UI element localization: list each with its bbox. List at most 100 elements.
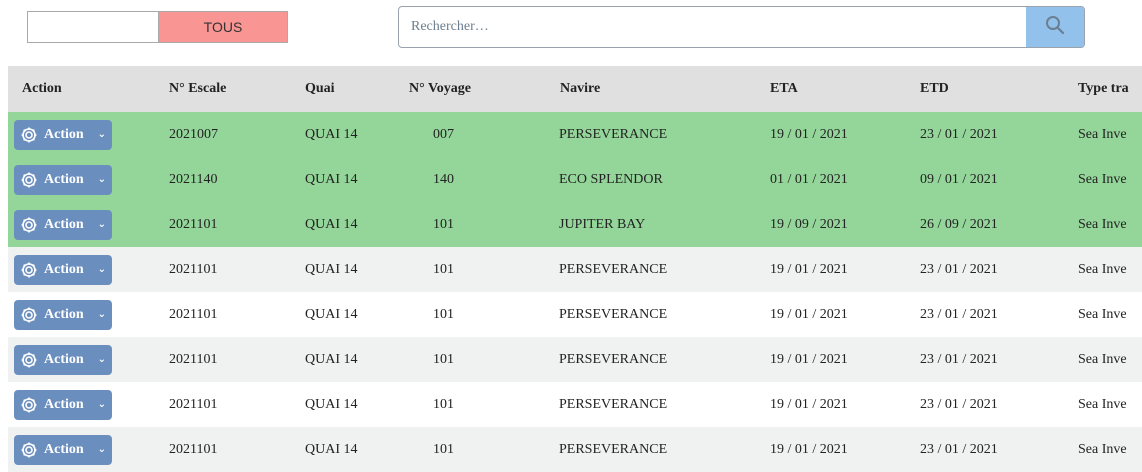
header-action[interactable]: Action bbox=[22, 81, 62, 96]
cell-type: Sea Inve bbox=[1078, 441, 1127, 457]
cell-quai: QUAI 14 bbox=[305, 216, 358, 232]
action-label: Action bbox=[44, 306, 84, 322]
action-dropdown-button[interactable]: Action ⌄ bbox=[14, 209, 112, 240]
header-quai[interactable]: Quai bbox=[305, 81, 335, 96]
header-navire[interactable]: Navire bbox=[560, 81, 601, 96]
cell-quai: QUAI 14 bbox=[305, 306, 358, 322]
filter-toggle[interactable]: TOUS bbox=[27, 11, 288, 43]
chevron-down-icon: ⌄ bbox=[97, 174, 106, 185]
search-icon bbox=[1045, 15, 1065, 40]
cell-eta: 19 / 01 / 2021 bbox=[770, 261, 848, 277]
search-bar bbox=[398, 6, 1085, 48]
cell-voyage: 101 bbox=[433, 351, 454, 367]
cell-quai: QUAI 14 bbox=[305, 396, 358, 412]
cell-navire: PERSEVERANCE bbox=[559, 396, 668, 412]
cell-escale: 2021101 bbox=[169, 396, 218, 412]
cell-navire: PERSEVERANCE bbox=[559, 126, 668, 142]
cell-eta: 19 / 09 / 2021 bbox=[770, 216, 848, 232]
action-label: Action bbox=[44, 396, 84, 412]
cell-quai: QUAI 14 bbox=[305, 126, 358, 142]
table-row[interactable]: Action ⌄ 2021140 QUAI 14 140 ECO SPLENDOR 01 /… bbox=[8, 157, 1142, 202]
cell-type: Sea Inve bbox=[1078, 351, 1127, 367]
cell-voyage: 101 bbox=[433, 306, 454, 322]
table-row[interactable]: Action ⌄ 2021101 QUAI 14 101 PERSEVERANCE 19 /… bbox=[8, 382, 1142, 427]
cell-type: Sea Inve bbox=[1078, 261, 1127, 277]
cell-voyage: 101 bbox=[433, 216, 454, 232]
cell-type: Sea Inve bbox=[1078, 216, 1127, 232]
cell-navire: PERSEVERANCE bbox=[559, 441, 668, 457]
action-dropdown-button[interactable]: Action ⌄ bbox=[14, 389, 112, 420]
action-dropdown-button[interactable]: Action ⌄ bbox=[14, 344, 112, 375]
gear-icon bbox=[20, 171, 38, 189]
cell-eta: 19 / 01 / 2021 bbox=[770, 351, 848, 367]
chevron-down-icon: ⌄ bbox=[97, 264, 106, 275]
cell-eta: 19 / 01 / 2021 bbox=[770, 441, 848, 457]
search-button[interactable] bbox=[1026, 7, 1084, 47]
filter-option-blank[interactable] bbox=[28, 12, 158, 42]
cell-escale: 2021101 bbox=[169, 261, 218, 277]
chevron-down-icon: ⌄ bbox=[97, 354, 106, 365]
cell-voyage: 007 bbox=[433, 126, 454, 142]
action-dropdown-button[interactable]: Action ⌄ bbox=[14, 299, 112, 330]
gear-icon bbox=[20, 396, 38, 414]
cell-navire: JUPITER BAY bbox=[559, 216, 646, 232]
cell-quai: QUAI 14 bbox=[305, 441, 358, 457]
gear-icon bbox=[20, 351, 38, 369]
table-row[interactable]: Action ⌄ 2021101 QUAI 14 101 PERSEVERANCE 19 /… bbox=[8, 247, 1142, 292]
cell-escale: 2021101 bbox=[169, 306, 218, 322]
gear-icon bbox=[20, 261, 38, 279]
toolbar: TOUS bbox=[0, 0, 1142, 66]
table-row[interactable]: Action ⌄ 2021101 QUAI 14 101 JUPITER BAY 19 / … bbox=[8, 202, 1142, 247]
action-label: Action bbox=[44, 216, 84, 232]
cell-voyage: 140 bbox=[433, 171, 454, 187]
cell-escale: 2021101 bbox=[169, 351, 218, 367]
cell-type: Sea Inve bbox=[1078, 171, 1127, 187]
gear-icon bbox=[20, 126, 38, 144]
action-dropdown-button[interactable]: Action ⌄ bbox=[14, 254, 112, 285]
chevron-down-icon: ⌄ bbox=[97, 309, 106, 320]
cell-type: Sea Inve bbox=[1078, 306, 1127, 322]
escale-table: Action N° Escale Quai N° Voyage Navire E… bbox=[8, 66, 1142, 472]
chevron-down-icon: ⌄ bbox=[97, 399, 106, 410]
header-voyage[interactable]: N° Voyage bbox=[409, 81, 471, 96]
action-label: Action bbox=[44, 261, 84, 277]
cell-voyage: 101 bbox=[433, 441, 454, 457]
header-eta[interactable]: ETA bbox=[770, 81, 798, 96]
cell-quai: QUAI 14 bbox=[305, 171, 358, 187]
cell-escale: 2021007 bbox=[169, 126, 218, 142]
action-label: Action bbox=[44, 351, 84, 367]
chevron-down-icon: ⌄ bbox=[97, 129, 106, 140]
cell-voyage: 101 bbox=[433, 261, 454, 277]
table-header: Action N° Escale Quai N° Voyage Navire E… bbox=[8, 66, 1142, 112]
table-row[interactable]: Action ⌄ 2021101 QUAI 14 101 PERSEVERANCE 19 /… bbox=[8, 337, 1142, 382]
header-etd[interactable]: ETD bbox=[920, 81, 949, 96]
action-label: Action bbox=[44, 126, 84, 142]
cell-navire: PERSEVERANCE bbox=[559, 261, 668, 277]
chevron-down-icon: ⌄ bbox=[97, 444, 106, 455]
header-escale[interactable]: N° Escale bbox=[169, 81, 227, 96]
cell-eta: 19 / 01 / 2021 bbox=[770, 306, 848, 322]
gear-icon bbox=[20, 441, 38, 459]
table-row[interactable]: Action ⌄ 2021101 QUAI 14 101 PERSEVERANCE 19 /… bbox=[8, 292, 1142, 337]
table-row[interactable]: Action ⌄ 2021101 QUAI 14 101 PERSEVERANCE 19 /… bbox=[8, 427, 1142, 472]
cell-escale: 2021101 bbox=[169, 441, 218, 457]
cell-etd: 23 / 01 / 2021 bbox=[920, 351, 998, 367]
cell-navire: ECO SPLENDOR bbox=[559, 171, 663, 187]
cell-escale: 2021101 bbox=[169, 216, 218, 232]
filter-option-tous[interactable]: TOUS bbox=[158, 12, 287, 42]
table-body: Action ⌄ 2021007 QUAI 14 007 PERSEVERANCE 19 /… bbox=[8, 112, 1142, 472]
cell-type: Sea Inve bbox=[1078, 396, 1127, 412]
cell-eta: 19 / 01 / 2021 bbox=[770, 396, 848, 412]
action-dropdown-button[interactable]: Action ⌄ bbox=[14, 164, 112, 195]
search-input[interactable] bbox=[399, 7, 1025, 47]
cell-etd: 23 / 01 / 2021 bbox=[920, 306, 998, 322]
header-type[interactable]: Type tra bbox=[1078, 81, 1129, 96]
action-dropdown-button[interactable]: Action ⌄ bbox=[14, 119, 112, 150]
cell-etd: 23 / 01 / 2021 bbox=[920, 396, 998, 412]
cell-navire: PERSEVERANCE bbox=[559, 351, 668, 367]
cell-etd: 26 / 09 / 2021 bbox=[920, 216, 998, 232]
cell-eta: 19 / 01 / 2021 bbox=[770, 126, 848, 142]
cell-navire: PERSEVERANCE bbox=[559, 306, 668, 322]
table-row[interactable]: Action ⌄ 2021007 QUAI 14 007 PERSEVERANCE 19 /… bbox=[8, 112, 1142, 157]
action-dropdown-button[interactable]: Action ⌄ bbox=[14, 434, 112, 465]
